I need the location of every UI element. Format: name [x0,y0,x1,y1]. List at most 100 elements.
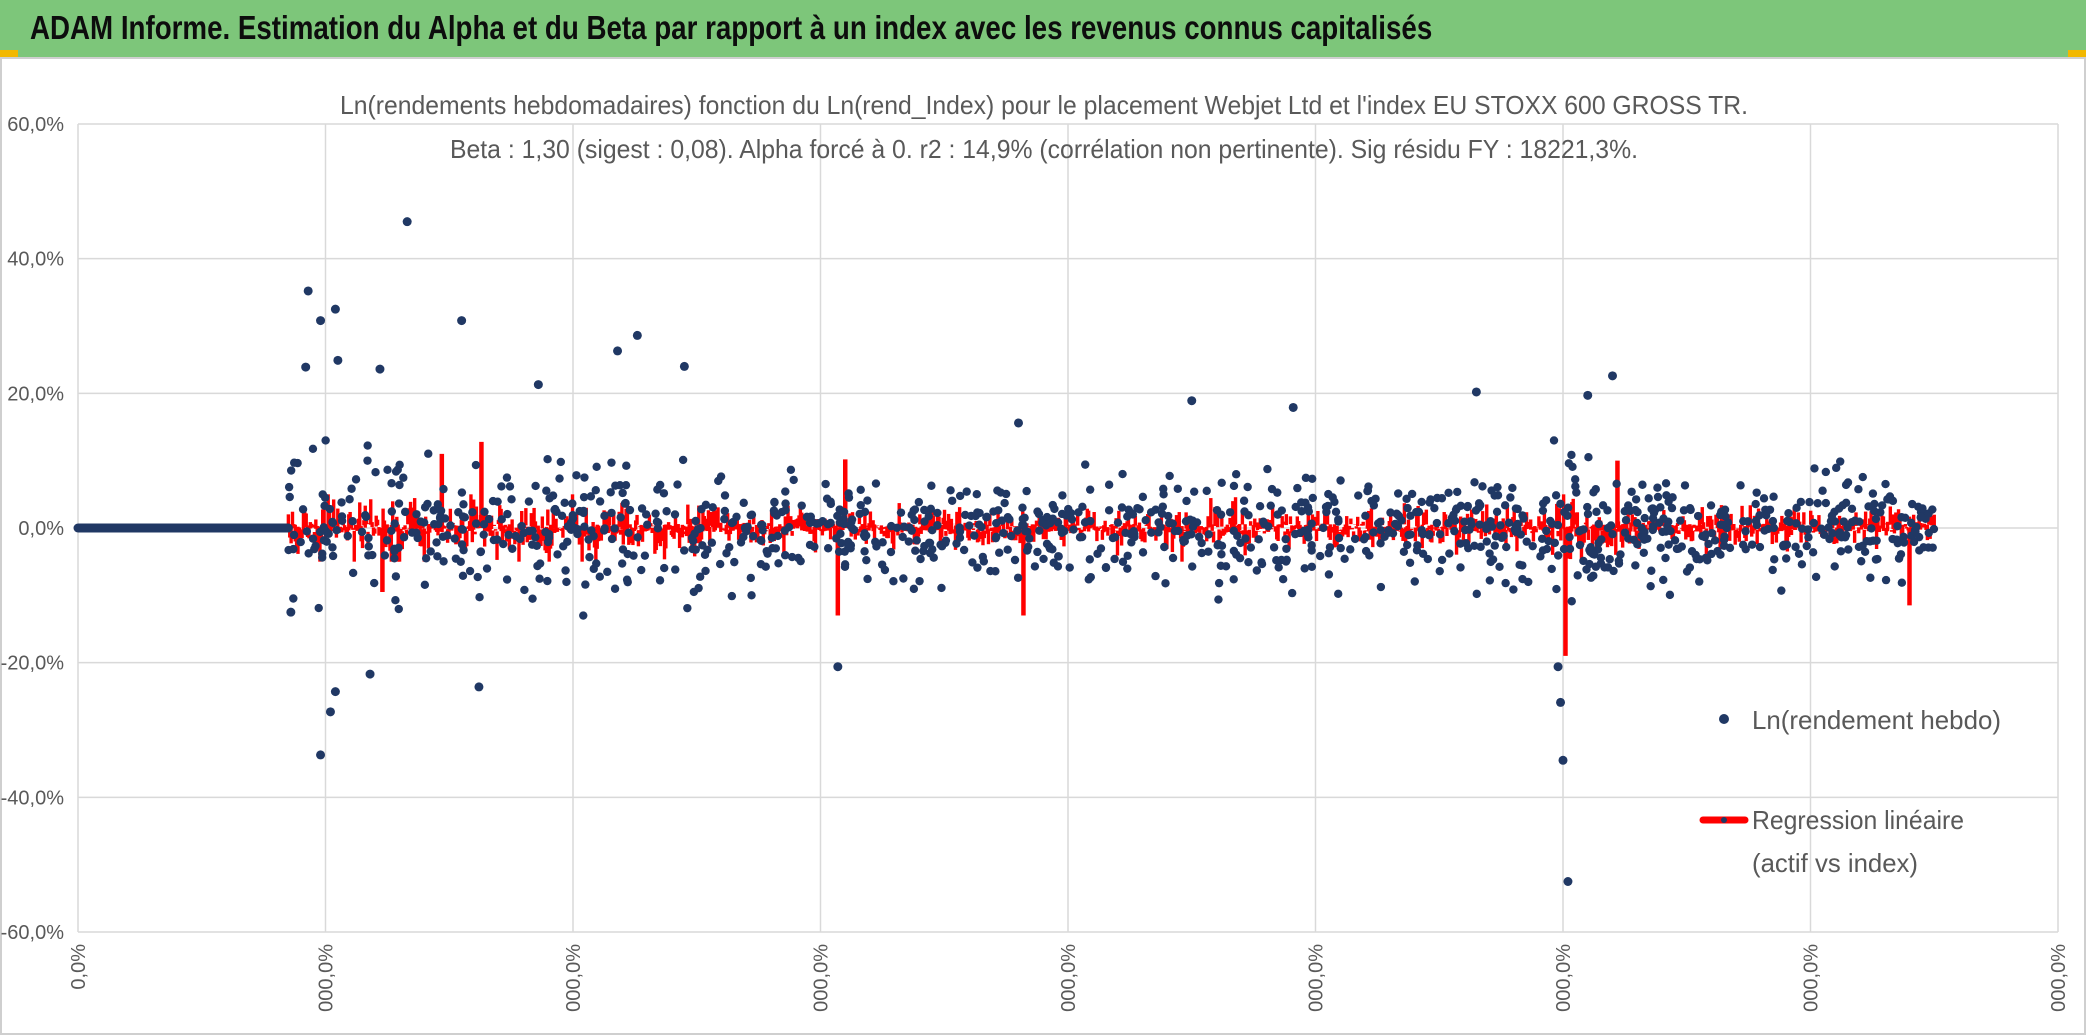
return-point [363,441,372,450]
x-tick-label: 000,0% [1306,944,1328,1012]
return-point [1359,535,1369,544]
return-point [1418,549,1428,559]
return-point [1832,463,1841,473]
return-point [1844,545,1853,554]
return-point [678,455,688,465]
return-point [1160,542,1169,552]
return-point [1405,558,1415,567]
return-point [1216,561,1226,570]
return-point [1537,534,1547,544]
return-point [1818,486,1827,495]
return-point [1402,494,1411,504]
return-point [1808,548,1818,557]
return-point [587,526,596,535]
return-point [1202,486,1211,496]
return-point [1659,575,1668,585]
return-point [1565,532,1574,542]
return-point [517,521,526,531]
return-point [1826,516,1836,526]
return-point [1511,521,1521,531]
return-point [848,524,857,533]
return-point [833,511,842,521]
return-point [1792,503,1801,513]
return-outlier-point [474,682,484,692]
return-point [787,552,797,562]
return-point [728,517,738,527]
return-point [328,551,338,561]
return-point [325,504,335,514]
return-point [413,533,422,543]
return-point [1725,543,1735,553]
return-point [395,460,404,469]
return-point [695,572,705,581]
return-point [725,543,734,552]
return-point [1277,555,1286,565]
return-point [720,491,730,500]
return-point [837,538,846,548]
return-point [364,533,373,543]
return-point [1194,532,1204,542]
return-point [786,465,796,474]
return-point [877,560,887,569]
return-point [927,481,936,490]
return-point [736,538,746,547]
return-point [560,498,569,507]
return-point [580,473,589,482]
return-point [1297,507,1306,516]
return-point [390,554,399,563]
return-point [773,531,783,541]
return-point [860,547,869,556]
corner-marker-right [2068,50,2086,57]
return-point [1929,524,1939,534]
return-point [1425,498,1434,507]
return-point [1873,554,1882,564]
return-point [1085,555,1094,564]
return-point [1653,483,1662,492]
return-point [1384,528,1394,537]
return-point [1315,551,1325,561]
return-point [1188,562,1197,571]
return-point [1064,504,1073,514]
return-point [1165,471,1174,481]
return-point [1836,547,1846,556]
return-point [1541,496,1551,505]
return-point [607,534,617,544]
return-point [1204,547,1213,556]
return-point [1894,554,1904,563]
return-point [708,503,717,512]
return-point [965,521,974,530]
return-point [797,501,806,510]
return-point [1324,489,1333,499]
return-point [1667,503,1677,513]
x-tick-label: 000,0% [2048,944,2070,1012]
return-point [1496,521,1505,530]
return-point [823,544,833,553]
return-point [993,486,1002,495]
return-point [691,516,700,526]
return-point [318,549,327,558]
return-point [1797,560,1807,569]
return-point [962,487,971,496]
return-point [1627,487,1636,496]
return-point [289,458,299,467]
return-point [1123,551,1132,560]
return-point [361,511,370,520]
return-point [371,468,380,477]
return-point [488,496,498,506]
return-outlier-point [303,286,313,296]
return-point [1188,516,1197,525]
return-point [391,467,401,476]
return-point [1350,534,1360,544]
return-point [395,480,404,490]
return-point [1813,499,1822,508]
return-point [1640,513,1649,523]
return-point [1504,518,1514,527]
return-point [369,578,379,588]
return-point [1254,535,1263,544]
return-point [476,547,486,556]
y-tick-label: 40,0% [7,249,64,271]
return-point [1080,518,1090,527]
return-point [1648,525,1658,535]
x-tick-label: 000,0% [811,944,833,1012]
return-point [1830,562,1839,571]
